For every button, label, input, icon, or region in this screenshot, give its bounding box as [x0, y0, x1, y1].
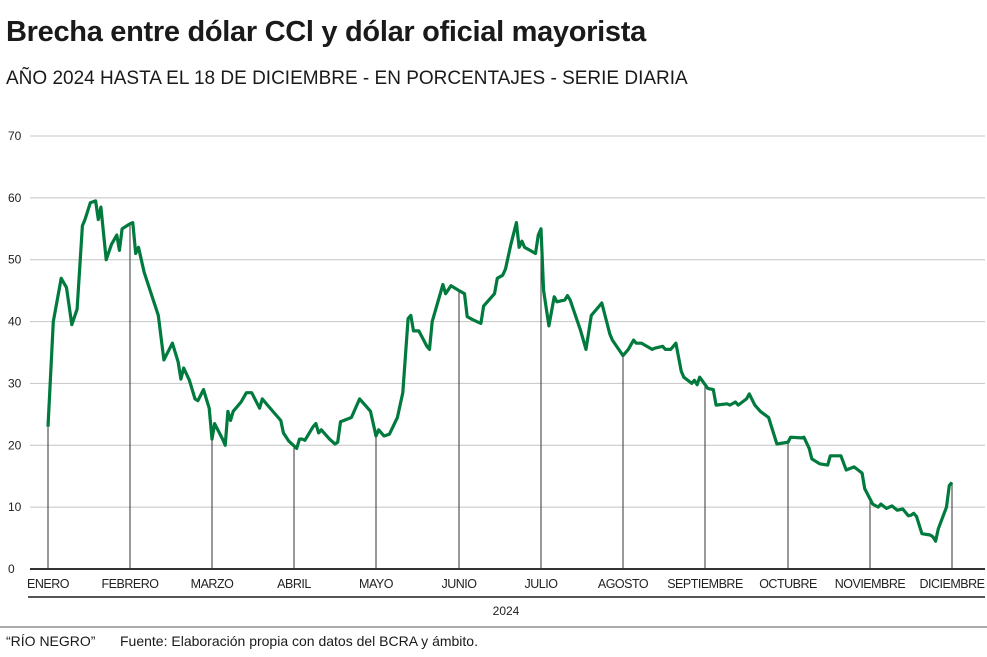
- x-tick-label: ABRIL: [277, 577, 311, 591]
- x-tick-label: MAYO: [359, 577, 394, 591]
- x-tick-label: MARZO: [191, 577, 234, 591]
- y-tick-label: 70: [8, 129, 22, 143]
- y-tick-label: 60: [8, 191, 22, 205]
- y-tick-label: 50: [8, 253, 22, 267]
- x-axis-label: 2024: [493, 604, 520, 618]
- footer-brand: “RÍO NEGRO”: [6, 633, 96, 649]
- y-tick-label: 20: [8, 438, 22, 452]
- x-tick-label: ENERO: [27, 577, 70, 591]
- chart-subtitle: AÑO 2024 HASTA EL 18 DE DICIEMBRE - EN P…: [6, 68, 688, 89]
- x-tick-label: AGOSTO: [598, 577, 649, 591]
- x-tick-label: DICIEMBRE: [920, 577, 985, 591]
- y-tick-label: 30: [8, 376, 22, 390]
- y-tick-label: 10: [8, 500, 22, 514]
- footer-source: Fuente: Elaboración propia con datos del…: [120, 633, 478, 649]
- x-tick-label: JULIO: [525, 577, 559, 591]
- y-tick-label: 40: [8, 315, 22, 329]
- x-tick-label: SEPTIEMBRE: [667, 577, 743, 591]
- x-tick-label: OCTUBRE: [759, 577, 817, 591]
- y-tick-label: 0: [8, 562, 15, 576]
- x-tick-label: FEBRERO: [102, 577, 160, 591]
- x-tick-label: NOVIEMBRE: [835, 577, 906, 591]
- chart-title: Brecha entre dólar CCl y dólar oficial m…: [6, 16, 646, 48]
- series-line: [46, 199, 954, 543]
- x-tick-label: JUNIO: [442, 577, 478, 591]
